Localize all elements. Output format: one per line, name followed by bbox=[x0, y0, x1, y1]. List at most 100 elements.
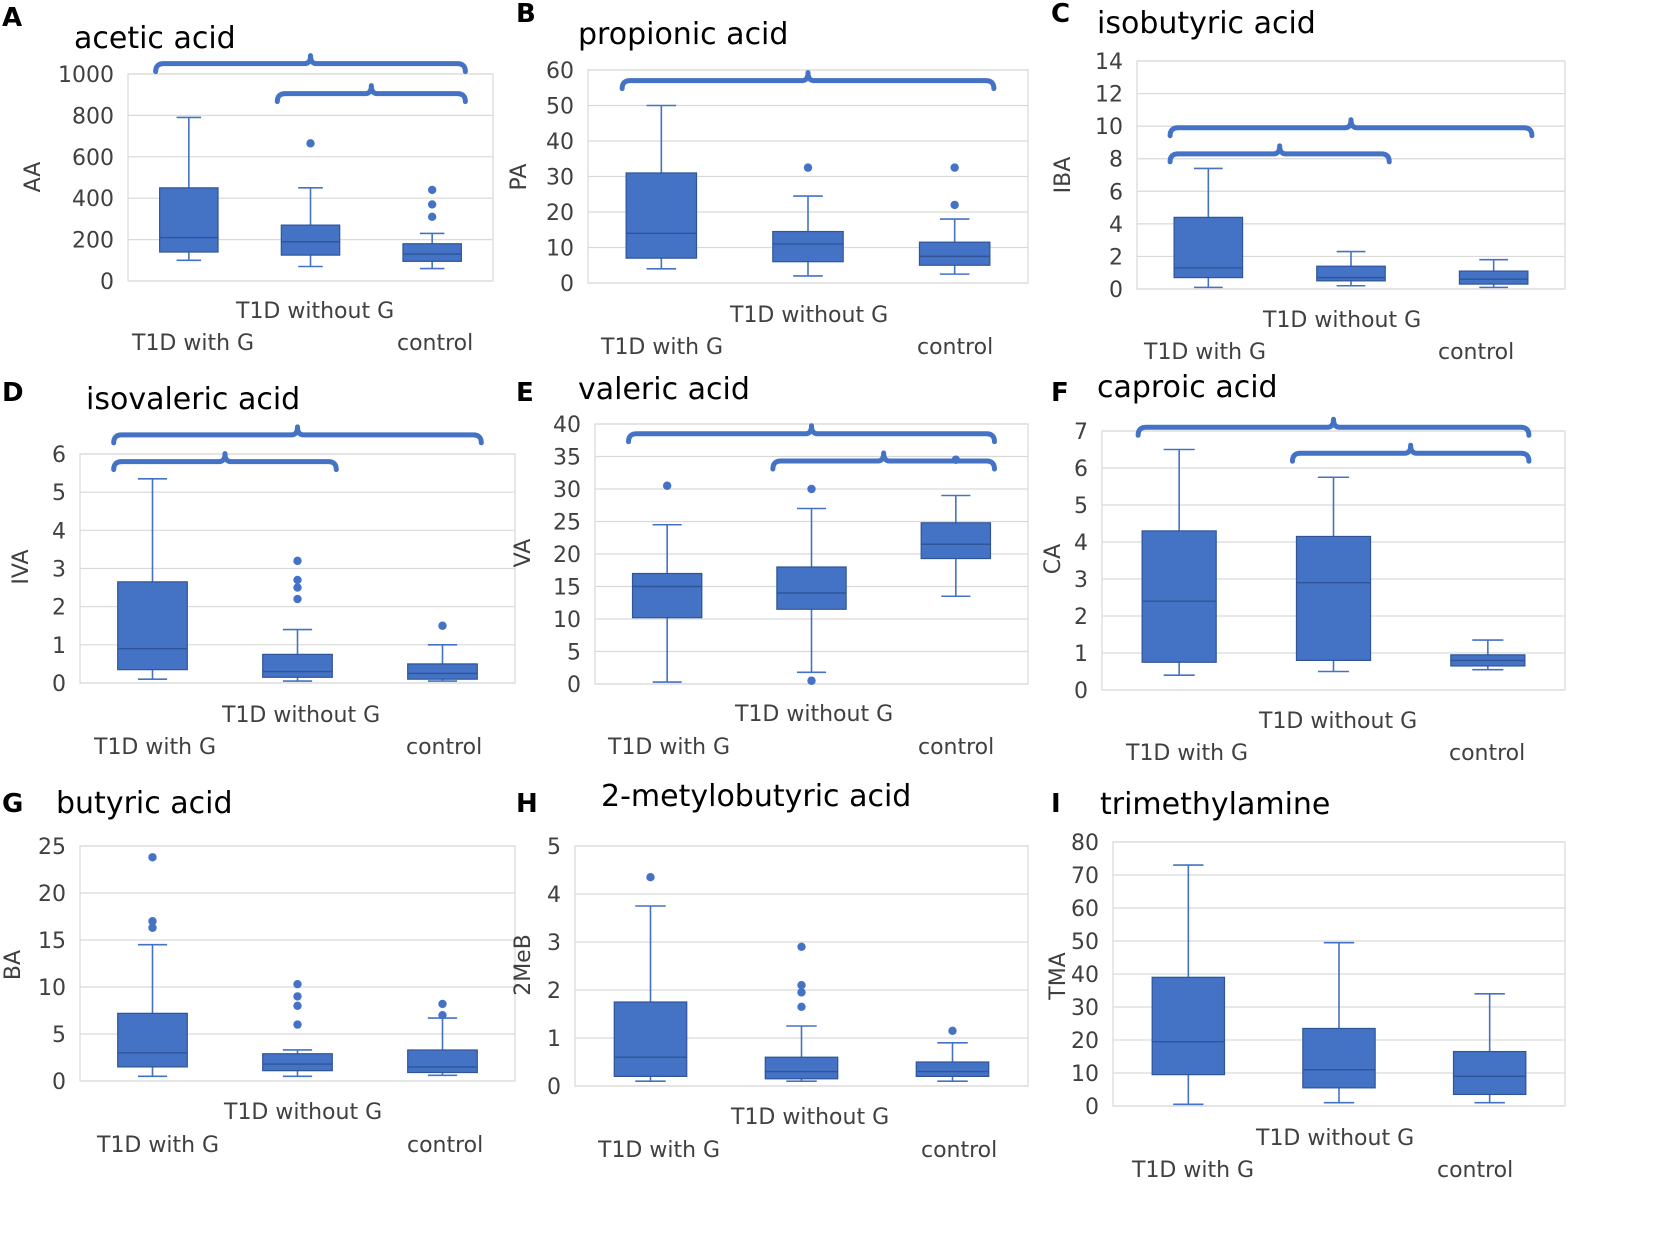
outlier-point bbox=[646, 873, 655, 882]
chart-title: propionic acid bbox=[578, 17, 788, 52]
y-tick-label: 3 bbox=[547, 931, 561, 956]
y-tick-label: 7 bbox=[1074, 420, 1088, 445]
y-tick-label: 40 bbox=[553, 413, 581, 438]
iqr-box bbox=[262, 1053, 333, 1072]
y-tick-label: 6 bbox=[52, 443, 66, 468]
box-plot bbox=[262, 556, 333, 682]
y-tick-label: 0 bbox=[567, 673, 581, 698]
outlier-point bbox=[427, 185, 437, 195]
y-tick-label: 5 bbox=[567, 641, 581, 666]
significance-bracket bbox=[111, 424, 484, 446]
y-axis-label: CA bbox=[1041, 544, 1066, 574]
chart-title: isobutyric acid bbox=[1097, 6, 1316, 41]
chart-title: 2-metylobutyric acid bbox=[601, 779, 911, 814]
significance-bracket bbox=[619, 70, 997, 92]
y-tick-label: 8 bbox=[1109, 148, 1123, 173]
outlier-point bbox=[148, 923, 157, 932]
significance-bracket bbox=[111, 451, 339, 473]
y-tick-label: 4 bbox=[1074, 531, 1088, 556]
box-plot bbox=[776, 484, 847, 685]
box-plot bbox=[1458, 258, 1529, 289]
y-tick-label: 40 bbox=[1071, 963, 1099, 988]
y-tick-label: 800 bbox=[72, 104, 114, 129]
y-tick-label: 0 bbox=[52, 1070, 66, 1095]
y-axis-label: IBA bbox=[1051, 157, 1076, 194]
outlier-point bbox=[427, 212, 437, 222]
box-plot bbox=[159, 116, 219, 262]
category-label: control bbox=[1449, 741, 1525, 766]
y-tick-label: 0 bbox=[100, 270, 114, 295]
y-tick-label: 4 bbox=[1109, 213, 1123, 238]
y-axis-label: AA bbox=[21, 162, 46, 193]
y-tick-label: 10 bbox=[1071, 1062, 1099, 1087]
outlier-point bbox=[438, 1011, 447, 1020]
y-tick-label: 20 bbox=[546, 201, 574, 226]
category-label: T1D with G bbox=[96, 1133, 219, 1158]
outlier-point bbox=[797, 942, 806, 951]
outlier-point bbox=[293, 992, 302, 1001]
iqr-box bbox=[402, 243, 462, 262]
panel-letter: G bbox=[2, 789, 23, 819]
box-plot bbox=[262, 979, 333, 1078]
y-tick-label: 20 bbox=[38, 882, 66, 907]
category-label: control bbox=[1437, 1158, 1513, 1183]
outlier-point bbox=[807, 484, 816, 494]
outlier-point bbox=[803, 163, 813, 172]
iqr-box bbox=[117, 1012, 188, 1068]
y-tick-label: 14 bbox=[1095, 50, 1123, 75]
outlier-point bbox=[950, 200, 959, 210]
y-tick-label: 600 bbox=[72, 146, 114, 171]
outlier-point bbox=[293, 575, 302, 585]
category-label: T1D with G bbox=[93, 735, 216, 760]
box-plot bbox=[631, 481, 703, 683]
box-plot bbox=[402, 185, 462, 270]
box-plot bbox=[280, 139, 341, 268]
y-tick-label: 0 bbox=[560, 272, 574, 297]
outlier-point bbox=[797, 981, 806, 990]
y-axis-label: VA bbox=[511, 539, 536, 568]
box-plot bbox=[1452, 993, 1527, 1104]
iqr-box bbox=[1452, 1050, 1527, 1096]
box-plot bbox=[918, 163, 991, 275]
outlier-point bbox=[438, 621, 447, 630]
iqr-box bbox=[918, 241, 991, 266]
y-tick-label: 1 bbox=[547, 1027, 561, 1052]
iqr-box bbox=[764, 1056, 839, 1080]
outlier-point bbox=[662, 481, 672, 490]
category-label: T1D without G bbox=[730, 1105, 889, 1130]
significance-bracket bbox=[770, 450, 997, 472]
category-label: control bbox=[406, 735, 482, 760]
panel-letter: E bbox=[516, 378, 534, 408]
outlier-point bbox=[427, 200, 437, 209]
iqr-box bbox=[1295, 535, 1372, 661]
y-tick-label: 2 bbox=[52, 596, 66, 621]
y-tick-label: 10 bbox=[38, 976, 66, 1001]
y-tick-label: 5 bbox=[1074, 494, 1088, 519]
category-label: control bbox=[918, 735, 994, 760]
outlier-point bbox=[293, 556, 302, 566]
panel-letter: I bbox=[1051, 789, 1061, 819]
y-tick-label: 0 bbox=[547, 1075, 561, 1100]
y-tick-label: 5 bbox=[547, 835, 561, 860]
category-label: control bbox=[1438, 340, 1514, 365]
significance-bracket bbox=[153, 53, 468, 75]
y-tick-label: 5 bbox=[52, 1023, 66, 1048]
box-plot bbox=[772, 163, 844, 277]
category-label: T1D with G bbox=[1131, 1158, 1254, 1183]
category-label: T1D without G bbox=[221, 703, 380, 728]
box-plot bbox=[1173, 167, 1244, 289]
y-tick-label: 20 bbox=[553, 543, 581, 568]
iqr-box bbox=[407, 1049, 478, 1074]
y-tick-label: 400 bbox=[72, 187, 114, 212]
box-plot bbox=[1295, 476, 1372, 673]
y-tick-label: 10 bbox=[1095, 115, 1123, 140]
y-tick-label: 4 bbox=[547, 883, 561, 908]
category-label: control bbox=[921, 1138, 997, 1163]
panel-letter: B bbox=[516, 0, 536, 29]
box-plot bbox=[764, 942, 839, 1083]
y-tick-label: 70 bbox=[1071, 864, 1099, 889]
